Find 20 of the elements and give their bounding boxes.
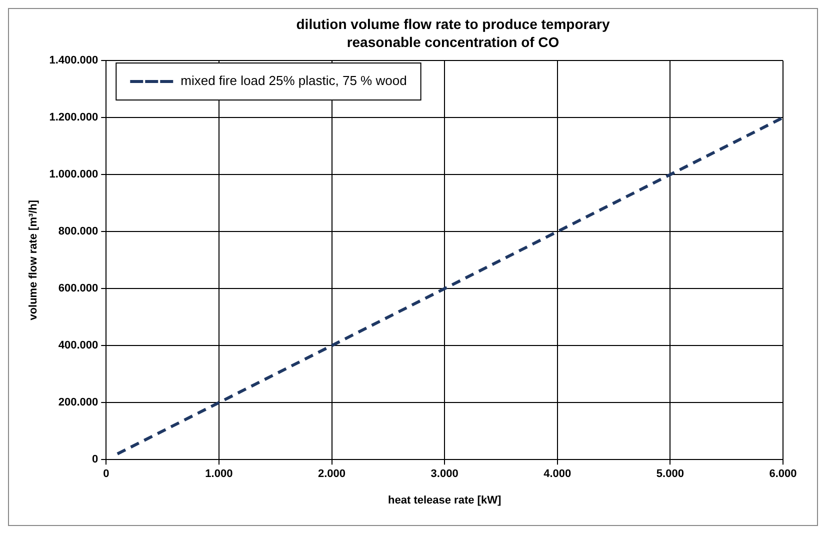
x-tick-label: 6.000 [769,468,797,480]
y-tick-label: 600.000 [58,282,98,295]
y-tick-label: 200.000 [58,396,98,409]
legend-label: mixed fire load 25% plastic, 75 % wood [180,73,407,88]
x-tick-label: 2.000 [318,468,346,480]
x-tick-label: 5.000 [656,468,684,480]
line-series [116,116,783,456]
chart-title: dilution volume flow rate to produce temporary reasonable concentration of CO [295,15,611,51]
y-axis-title: volume flow rate [m³/h] [28,200,40,320]
y-tick-label: 0 [92,454,98,466]
x-tick-label: 4.000 [544,468,572,480]
y-tick-label: 800.000 [58,226,98,238]
x-tick-label: 0 [103,468,110,480]
x-axis-title: heat telease rate [kW] [388,494,502,506]
y-tick-label: 1.000.000 [49,168,98,181]
y-tick-label: 1.400.000 [49,54,98,67]
y-tick-label: 1.200.000 [49,112,98,124]
x-tick-label: 3.000 [430,468,458,480]
x-tick-label: 1.000 [205,468,233,480]
y-tick-label: 400.000 [58,340,98,352]
